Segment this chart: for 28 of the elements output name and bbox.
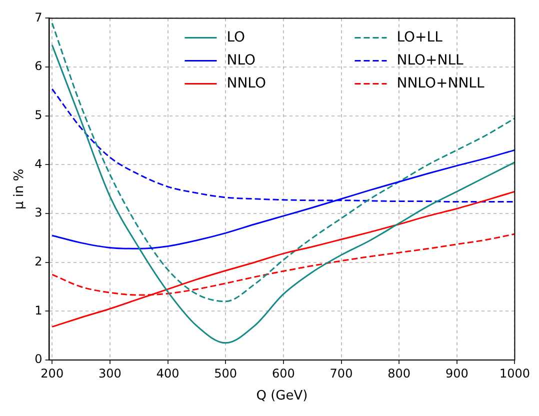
y-tick-label: 5 (34, 108, 42, 122)
x-tick-label: 1000 (499, 366, 530, 380)
y-axis-title: μ in % (12, 168, 28, 210)
legend-label: NLO (226, 52, 256, 68)
x-tick-label: 900 (445, 366, 468, 380)
y-tick-label: 6 (34, 59, 42, 74)
legend-label: NNLO (226, 75, 266, 92)
x-axis-title: Q (GeV) (256, 388, 308, 404)
y-tick-label: 4 (34, 156, 42, 171)
legend-label: NLO+NLL (396, 52, 464, 68)
line-series (51, 44, 515, 344)
y-tick-label: 3 (34, 206, 42, 220)
y-tick-label: 1 (34, 303, 42, 318)
x-tick-label: 700 (330, 366, 353, 380)
line-series (51, 190, 515, 328)
legend-label: LO+LL (396, 29, 443, 46)
legend-label: NNLO+NNLL (396, 75, 484, 92)
line-series (51, 22, 515, 302)
x-tick-label: 300 (98, 366, 122, 380)
y-tick-label: 0 (34, 352, 42, 366)
x-tick-label: 200 (40, 366, 64, 380)
x-tick-label: 500 (214, 366, 238, 380)
y-tick-label: 2 (34, 254, 42, 268)
x-tick-label: 400 (156, 366, 180, 380)
y-tick-label: 7 (34, 10, 42, 24)
x-tick-label: 600 (272, 366, 295, 380)
x-tick-label: 800 (388, 366, 411, 380)
legend-label: LO (226, 29, 246, 46)
